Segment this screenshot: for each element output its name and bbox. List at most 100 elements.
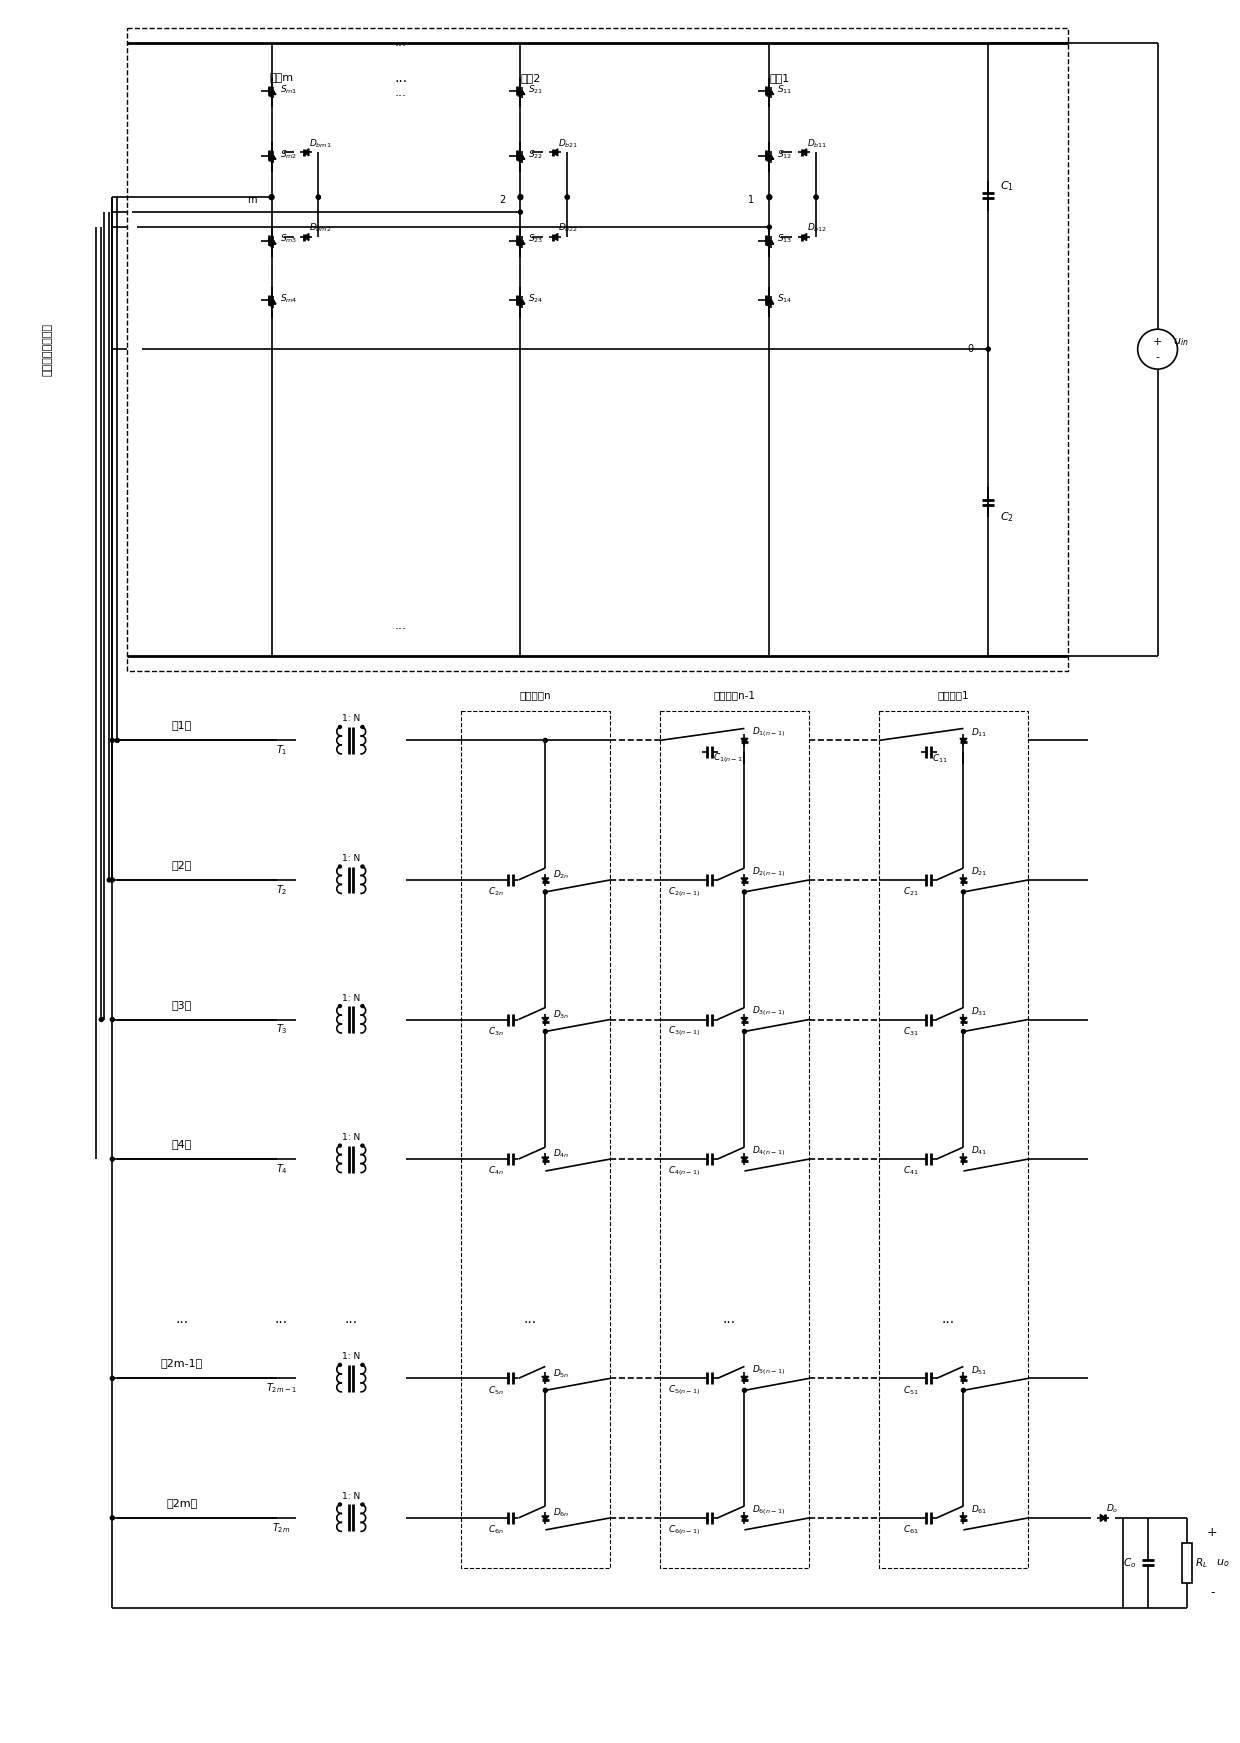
Text: 增益单元1: 增益单元1 [937,690,970,701]
Polygon shape [553,148,558,155]
Polygon shape [960,739,967,743]
Text: $C_{31}$: $C_{31}$ [903,1025,919,1037]
Text: $C_{1(n-1)}$: $C_{1(n-1)}$ [713,751,745,765]
Text: ...: ... [396,37,407,49]
Circle shape [543,891,547,894]
Text: $S_{23}$: $S_{23}$ [528,234,543,246]
Text: $R_L$: $R_L$ [1195,1556,1208,1570]
Circle shape [766,195,771,200]
Text: 增益单元n-1: 增益单元n-1 [713,690,755,701]
Text: $D_{5(n-1)}$: $D_{5(n-1)}$ [753,1363,785,1377]
Text: ...: ... [275,1311,288,1326]
Text: $D_{bm1}$: $D_{bm1}$ [310,138,332,150]
Polygon shape [960,878,967,882]
Text: $S_{21}$: $S_{21}$ [528,84,543,96]
Text: +: + [1207,1527,1218,1539]
Text: $D_{51}$: $D_{51}$ [971,1365,988,1377]
Text: $C_{2(n-1)}$: $C_{2(n-1)}$ [668,885,701,899]
Text: +: + [1153,336,1162,347]
Polygon shape [270,91,277,94]
Text: ...: ... [175,1311,188,1326]
Text: $S_{m4}$: $S_{m4}$ [279,293,298,305]
Text: $D_{b21}$: $D_{b21}$ [558,138,579,150]
Circle shape [269,195,274,200]
Polygon shape [768,155,774,159]
Text: $S_{24}$: $S_{24}$ [528,293,544,305]
Text: $C_{3n}$: $C_{3n}$ [487,1025,503,1037]
Text: $C_{51}$: $C_{51}$ [903,1384,919,1396]
Text: 1: N: 1: N [342,854,361,863]
Text: $D_{bm2}$: $D_{bm2}$ [310,221,332,234]
Polygon shape [742,1516,748,1520]
Text: 0: 0 [967,343,973,354]
Text: $C_{4n}$: $C_{4n}$ [487,1164,503,1177]
Text: $T_1$: $T_1$ [275,744,288,756]
Circle shape [316,195,320,199]
Text: $S_{11}$: $S_{11}$ [777,84,792,96]
Polygon shape [542,878,549,882]
Text: 桥臂1: 桥臂1 [769,73,790,82]
Text: $S_{m2}$: $S_{m2}$ [279,148,296,160]
Text: $D_{b12}$: $D_{b12}$ [807,221,827,234]
Polygon shape [542,1157,549,1161]
Circle shape [518,195,523,200]
Polygon shape [802,148,807,155]
Circle shape [815,195,818,199]
Circle shape [110,1018,114,1021]
Text: $D_{1(n-1)}$: $D_{1(n-1)}$ [753,725,785,739]
Text: $C_{2n}$: $C_{2n}$ [487,885,503,898]
Text: m: m [247,195,257,206]
Circle shape [961,1389,966,1393]
Text: $T_3$: $T_3$ [275,1023,288,1037]
Text: $C_{3(n-1)}$: $C_{3(n-1)}$ [668,1025,701,1039]
Polygon shape [270,155,277,159]
Text: $S_{12}$: $S_{12}$ [777,148,792,160]
Text: $D_{4n}$: $D_{4n}$ [553,1149,570,1161]
Circle shape [361,1363,365,1367]
Circle shape [108,878,112,882]
Text: $D_{2n}$: $D_{2n}$ [553,868,570,882]
Text: ...: ... [345,1311,358,1326]
Text: $C_{4(n-1)}$: $C_{4(n-1)}$ [668,1164,701,1178]
Circle shape [543,1030,547,1034]
Text: $D_{2(n-1)}$: $D_{2(n-1)}$ [753,865,785,878]
Circle shape [743,891,746,894]
Circle shape [543,1389,547,1393]
Circle shape [961,891,966,894]
Circle shape [543,739,547,743]
Text: ...: ... [396,619,407,633]
Text: 1: N: 1: N [342,1133,361,1142]
Circle shape [986,347,991,350]
Text: 2: 2 [500,195,506,206]
Text: ...: ... [396,85,407,99]
Circle shape [269,195,274,199]
Polygon shape [520,91,525,94]
Circle shape [339,1143,341,1147]
Text: -: - [1210,1586,1215,1598]
Circle shape [339,1502,341,1506]
Bar [128,28,1068,671]
Circle shape [961,739,966,743]
Text: $C_1$: $C_1$ [1001,180,1014,193]
Text: 第4相: 第4相 [172,1140,192,1149]
Bar [660,711,810,1567]
Text: $u_{in}$: $u_{in}$ [1173,336,1188,349]
Circle shape [339,1004,341,1007]
Text: 第3相: 第3相 [172,999,192,1009]
Polygon shape [542,1018,549,1021]
Text: $C_{11}$: $C_{11}$ [931,753,947,765]
Polygon shape [542,1516,549,1520]
Text: 1: N: 1: N [342,1353,361,1361]
Text: $D_{3n}$: $D_{3n}$ [553,1007,570,1021]
Text: $S_{14}$: $S_{14}$ [777,293,792,305]
Text: $D_{6n}$: $D_{6n}$ [553,1506,570,1520]
Text: $C_{6(n-1)}$: $C_{6(n-1)}$ [668,1523,701,1537]
Text: $D_{31}$: $D_{31}$ [971,1006,988,1018]
Polygon shape [270,300,277,303]
Text: $D_{61}$: $D_{61}$ [971,1504,988,1516]
Text: 桥臂2: 桥臂2 [521,73,541,82]
Circle shape [339,725,341,729]
Polygon shape [270,241,277,244]
Circle shape [361,725,365,729]
Polygon shape [960,1018,967,1021]
